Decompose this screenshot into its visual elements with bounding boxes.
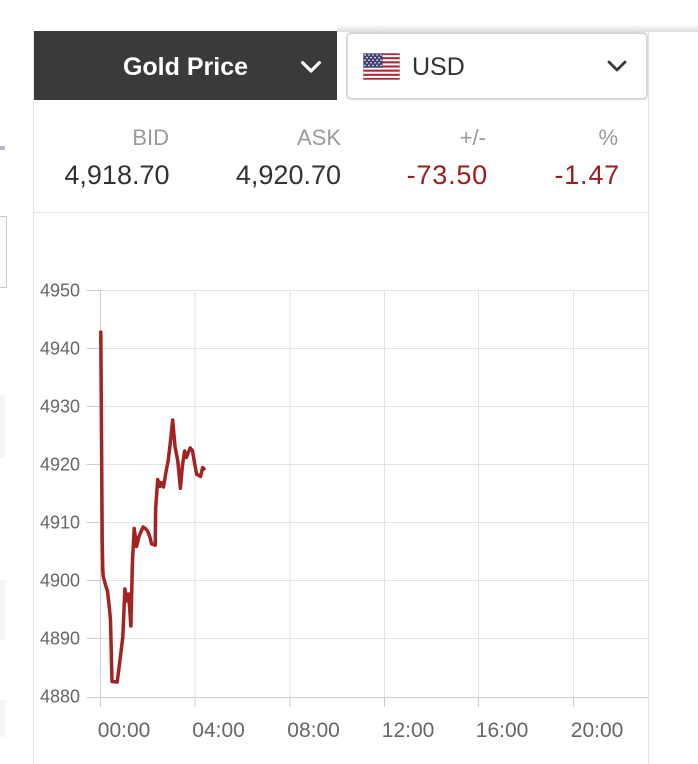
svg-text:00:00: 00:00 <box>98 719 151 742</box>
svg-text:4900: 4900 <box>40 571 80 591</box>
svg-text:4930: 4930 <box>40 397 80 417</box>
svg-text:4910: 4910 <box>40 513 80 533</box>
svg-text:4890: 4890 <box>40 629 80 649</box>
svg-text:16:00: 16:00 <box>476 719 529 742</box>
svg-text:4950: 4950 <box>40 281 80 301</box>
svg-text:4920: 4920 <box>40 455 80 475</box>
svg-text:20:00: 20:00 <box>571 719 624 742</box>
svg-text:08:00: 08:00 <box>287 719 340 742</box>
svg-text:12:00: 12:00 <box>382 719 435 742</box>
svg-text:04:00: 04:00 <box>192 719 245 742</box>
svg-text:4880: 4880 <box>40 687 80 707</box>
svg-text:4940: 4940 <box>40 339 80 359</box>
